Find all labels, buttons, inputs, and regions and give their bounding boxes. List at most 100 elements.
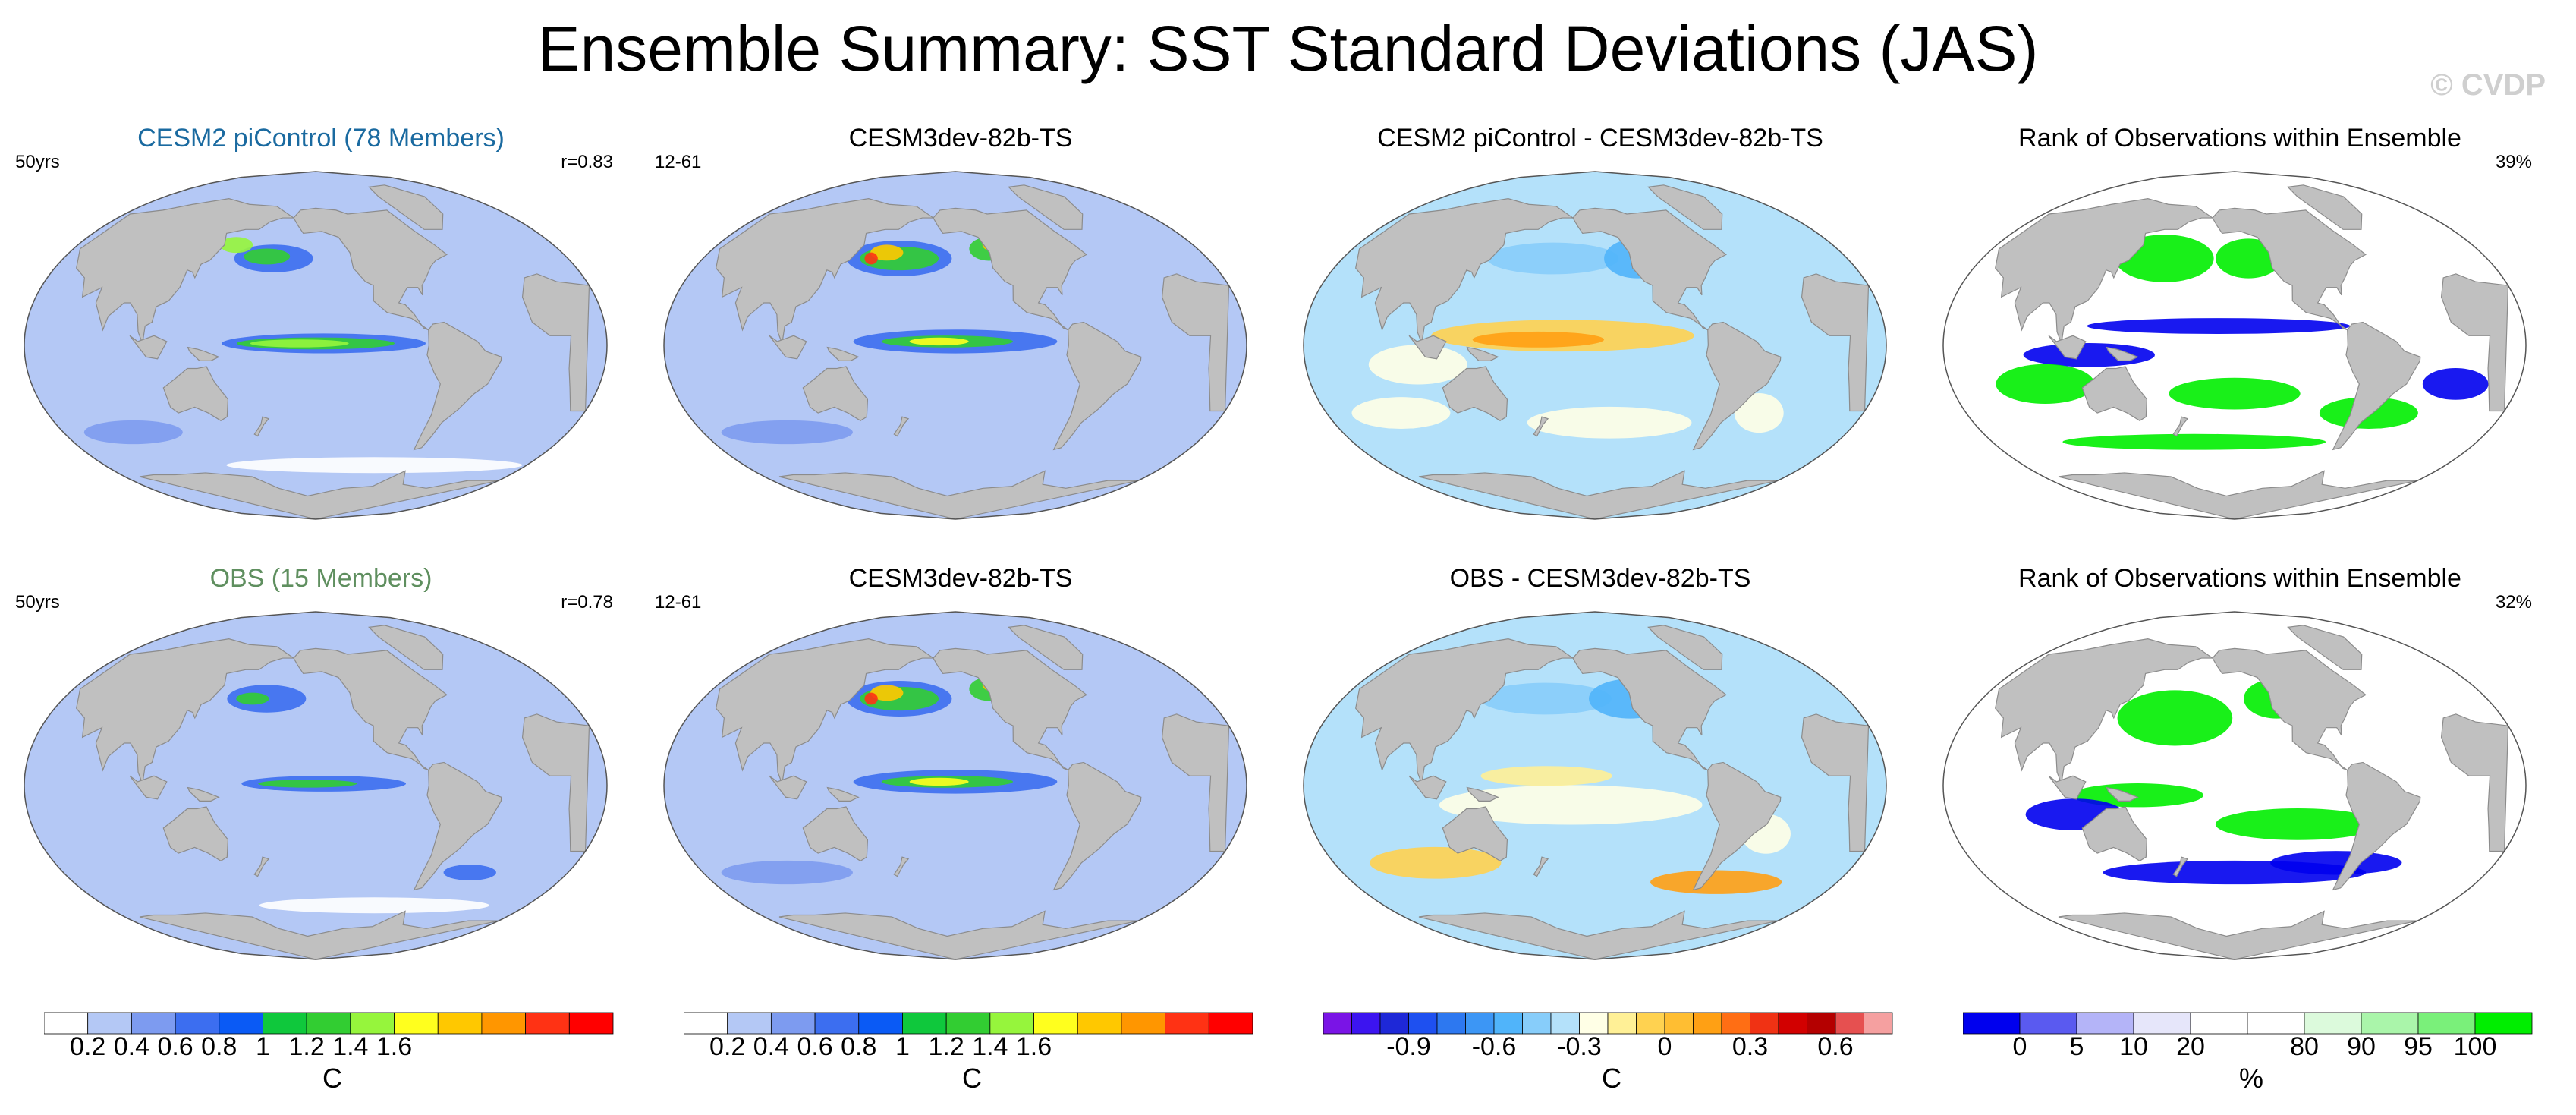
- rank-percent-label: 32%: [2495, 592, 2532, 613]
- map-globe: [663, 171, 1247, 520]
- land-mass: [1801, 713, 1870, 852]
- land-mass: [1355, 638, 1574, 786]
- map-globe: [1303, 611, 1887, 960]
- land-mass: [2106, 346, 2139, 361]
- colorbar-tick-label: 90: [2347, 1032, 2376, 1061]
- land-mass: [2440, 273, 2509, 412]
- field-anomaly: [258, 780, 357, 788]
- colorbar-bin: [131, 1012, 176, 1035]
- panel-title: CESM3dev-82b-TS: [848, 124, 1073, 153]
- field-anomaly: [1480, 766, 1612, 786]
- field-anomaly: [1527, 406, 1692, 439]
- colorbar-bin: [902, 1012, 947, 1035]
- map-field: [1943, 172, 2526, 519]
- rank-percent-label: 39%: [2495, 152, 2532, 172]
- field-anomaly: [244, 248, 291, 265]
- colorbar-tick-label: 1: [895, 1032, 910, 1061]
- map-border: [663, 171, 1247, 520]
- map-border: [1303, 611, 1887, 960]
- panel-title: Rank of Observations within Ensemble: [2018, 564, 2461, 593]
- colorbar-tick-label: 1.4: [972, 1032, 1008, 1061]
- colorbar-scale: -0.9-0.6-0.300.30.60.9: [1323, 1012, 1893, 1061]
- panel-r1c1: CESM2 piControl (78 Members) 50yrs r=0.8…: [6, 121, 636, 531]
- map-rank: [1942, 171, 2527, 520]
- land-mass: [769, 335, 807, 360]
- map-sst-sd: [663, 611, 1247, 960]
- land-mass: [1466, 346, 1499, 361]
- colorbar-bin: [814, 1012, 860, 1035]
- field-anomaly: [909, 777, 969, 786]
- map-border: [24, 171, 608, 520]
- panel-title: CESM2 piControl (78 Members): [137, 124, 505, 153]
- land-mass: [2058, 470, 2418, 519]
- colorbar-bin: [44, 1012, 89, 1035]
- colorbar-bin: [2361, 1012, 2419, 1035]
- colorbar-bin: [263, 1012, 307, 1035]
- map-sst-difference: [1303, 611, 1887, 960]
- land-mass: [139, 910, 499, 959]
- field-anomaly: [1439, 785, 1703, 825]
- field-anomaly: [1368, 345, 1467, 385]
- field-anomaly: [870, 685, 904, 701]
- land-mass: [1408, 335, 1447, 360]
- land-mass: [2440, 713, 2509, 852]
- map-globe: [24, 171, 608, 520]
- colorbar-sd-2: 0.2 0.4 0.6 0.8 1 1.2 1.4 1.6 C: [684, 1011, 1260, 1095]
- land-mass: [1533, 856, 1549, 877]
- colorbar-bin: [1033, 1012, 1078, 1035]
- field-anomaly: [864, 692, 878, 705]
- field-anomaly: [250, 339, 349, 348]
- land-mass: [1442, 806, 1508, 861]
- colorbar-tick-label: 1: [256, 1032, 270, 1061]
- map-field: [664, 172, 1247, 519]
- field-anomaly: [1480, 682, 1612, 715]
- colorbar-tick-label: 80: [2290, 1032, 2319, 1061]
- colorbar-bin: [394, 1012, 439, 1035]
- land-mass: [1647, 625, 1723, 670]
- colorbar-bin: [2247, 1012, 2305, 1035]
- panel-r1c2: CESM3dev-82b-TS 12-61: [646, 121, 1275, 531]
- panel-r2c2: CESM3dev-82b-TS 12-61: [646, 562, 1275, 972]
- colorbar-tick-label: 0.6: [797, 1032, 832, 1061]
- colorbar-bin: [350, 1012, 395, 1035]
- colorbar-tick-label: 0.3: [1732, 1032, 1768, 1061]
- land-mass: [1008, 184, 1084, 230]
- land-mass: [1995, 198, 2214, 345]
- colorbar-bin: [1121, 1012, 1166, 1035]
- colorbar-bin: [684, 1012, 728, 1035]
- colorbar-tick-label: 1.6: [1016, 1032, 1052, 1061]
- colorbar-tick-label: -0.9: [1386, 1032, 1431, 1061]
- colorbar-scale: 0 5 10 20 80 90 95 100: [1963, 1012, 2533, 1061]
- colorbar-tick-label: 0.6: [157, 1032, 193, 1061]
- map-sst-sd: [24, 171, 608, 520]
- field-anomaly: [236, 692, 269, 705]
- land-mass: [293, 207, 448, 331]
- colorbar-tick-label: 0.6: [1817, 1032, 1853, 1061]
- land-mass: [1692, 321, 1782, 451]
- land-mass: [521, 273, 590, 412]
- field-anomaly: [2270, 851, 2402, 875]
- land-mass: [1572, 647, 1727, 771]
- colorbar-unit: C: [1602, 1063, 1621, 1094]
- map-field: [1304, 612, 1886, 959]
- map-field: [1304, 172, 1886, 519]
- field-anomaly: [226, 457, 523, 474]
- land-mass: [2287, 625, 2363, 670]
- colorbar-tick-label: -0.3: [1557, 1032, 1602, 1061]
- colorbar-bin: [568, 1012, 614, 1035]
- colorbar-tick-label: 1.2: [289, 1032, 325, 1061]
- colorbar-bin: [1550, 1012, 1580, 1035]
- field-anomaly: [443, 865, 496, 880]
- land-mass: [1161, 273, 1230, 412]
- land-mass: [521, 713, 590, 852]
- period-label: 12-61: [655, 152, 702, 172]
- map-field: [24, 172, 607, 519]
- field-anomaly: [2087, 318, 2351, 334]
- colorbar-bin: [1436, 1012, 1466, 1035]
- colorbar-tick-label: 1.4: [332, 1032, 368, 1061]
- land-mass: [76, 638, 295, 786]
- field-anomaly: [2023, 343, 2155, 367]
- map-border: [1942, 171, 2527, 520]
- land-mass: [2332, 761, 2421, 891]
- colorbar-bin: [1636, 1012, 1665, 1035]
